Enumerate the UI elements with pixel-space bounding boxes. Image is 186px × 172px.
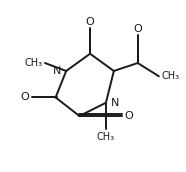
Text: O: O (20, 93, 29, 103)
Text: N: N (111, 98, 120, 108)
Text: O: O (86, 17, 94, 27)
Text: CH₃: CH₃ (24, 58, 42, 68)
Text: CH₃: CH₃ (162, 71, 180, 81)
Text: N: N (52, 66, 61, 76)
Text: O: O (124, 111, 133, 121)
Text: O: O (133, 24, 142, 34)
Text: CH₃: CH₃ (97, 132, 115, 142)
